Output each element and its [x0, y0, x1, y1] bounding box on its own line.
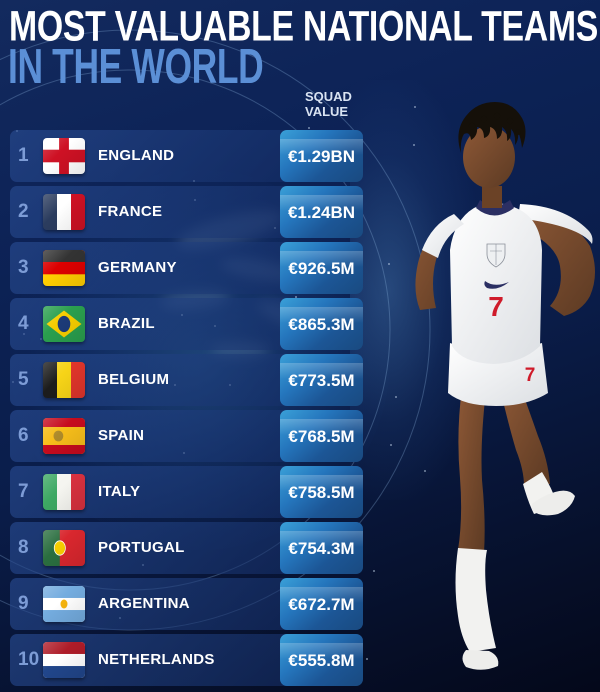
svg-text:7: 7	[488, 291, 504, 322]
svg-text:7: 7	[525, 365, 536, 386]
